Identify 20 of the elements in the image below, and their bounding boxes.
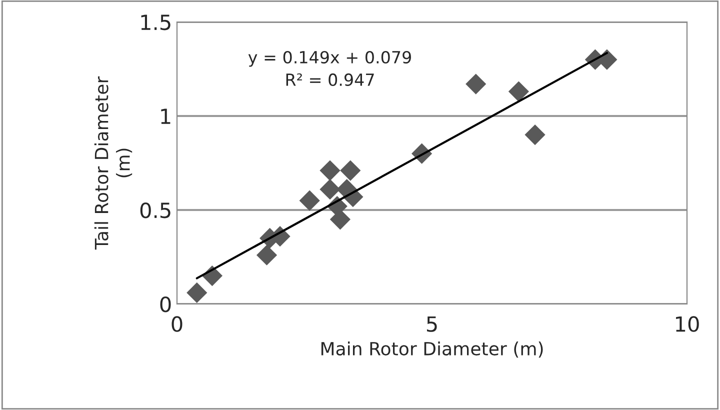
annotation: y = 0.149x + 0.079 R² = 0.947 xyxy=(248,50,411,86)
y-axis-title: Tail Rotor Diameter (m) xyxy=(94,76,132,250)
x-tick-label: 5 xyxy=(426,316,437,332)
point xyxy=(524,124,546,146)
point xyxy=(330,209,350,230)
y-tick-label: 0 xyxy=(160,296,171,312)
point xyxy=(256,244,278,266)
y-tick-label: 1.5 xyxy=(141,14,170,30)
point xyxy=(186,282,208,304)
x-tick-label: 0 xyxy=(172,316,182,332)
point xyxy=(508,81,529,102)
x-tick-label: 10 xyxy=(676,316,699,332)
x-axis-title: Main Rotor Diameter (m) xyxy=(321,342,543,358)
point xyxy=(340,160,361,181)
point xyxy=(466,74,486,94)
y-tick-label: 0.5 xyxy=(140,202,170,218)
y-tick-label: 1 xyxy=(161,108,170,124)
point xyxy=(320,160,340,181)
point xyxy=(299,190,320,211)
point xyxy=(320,179,340,200)
